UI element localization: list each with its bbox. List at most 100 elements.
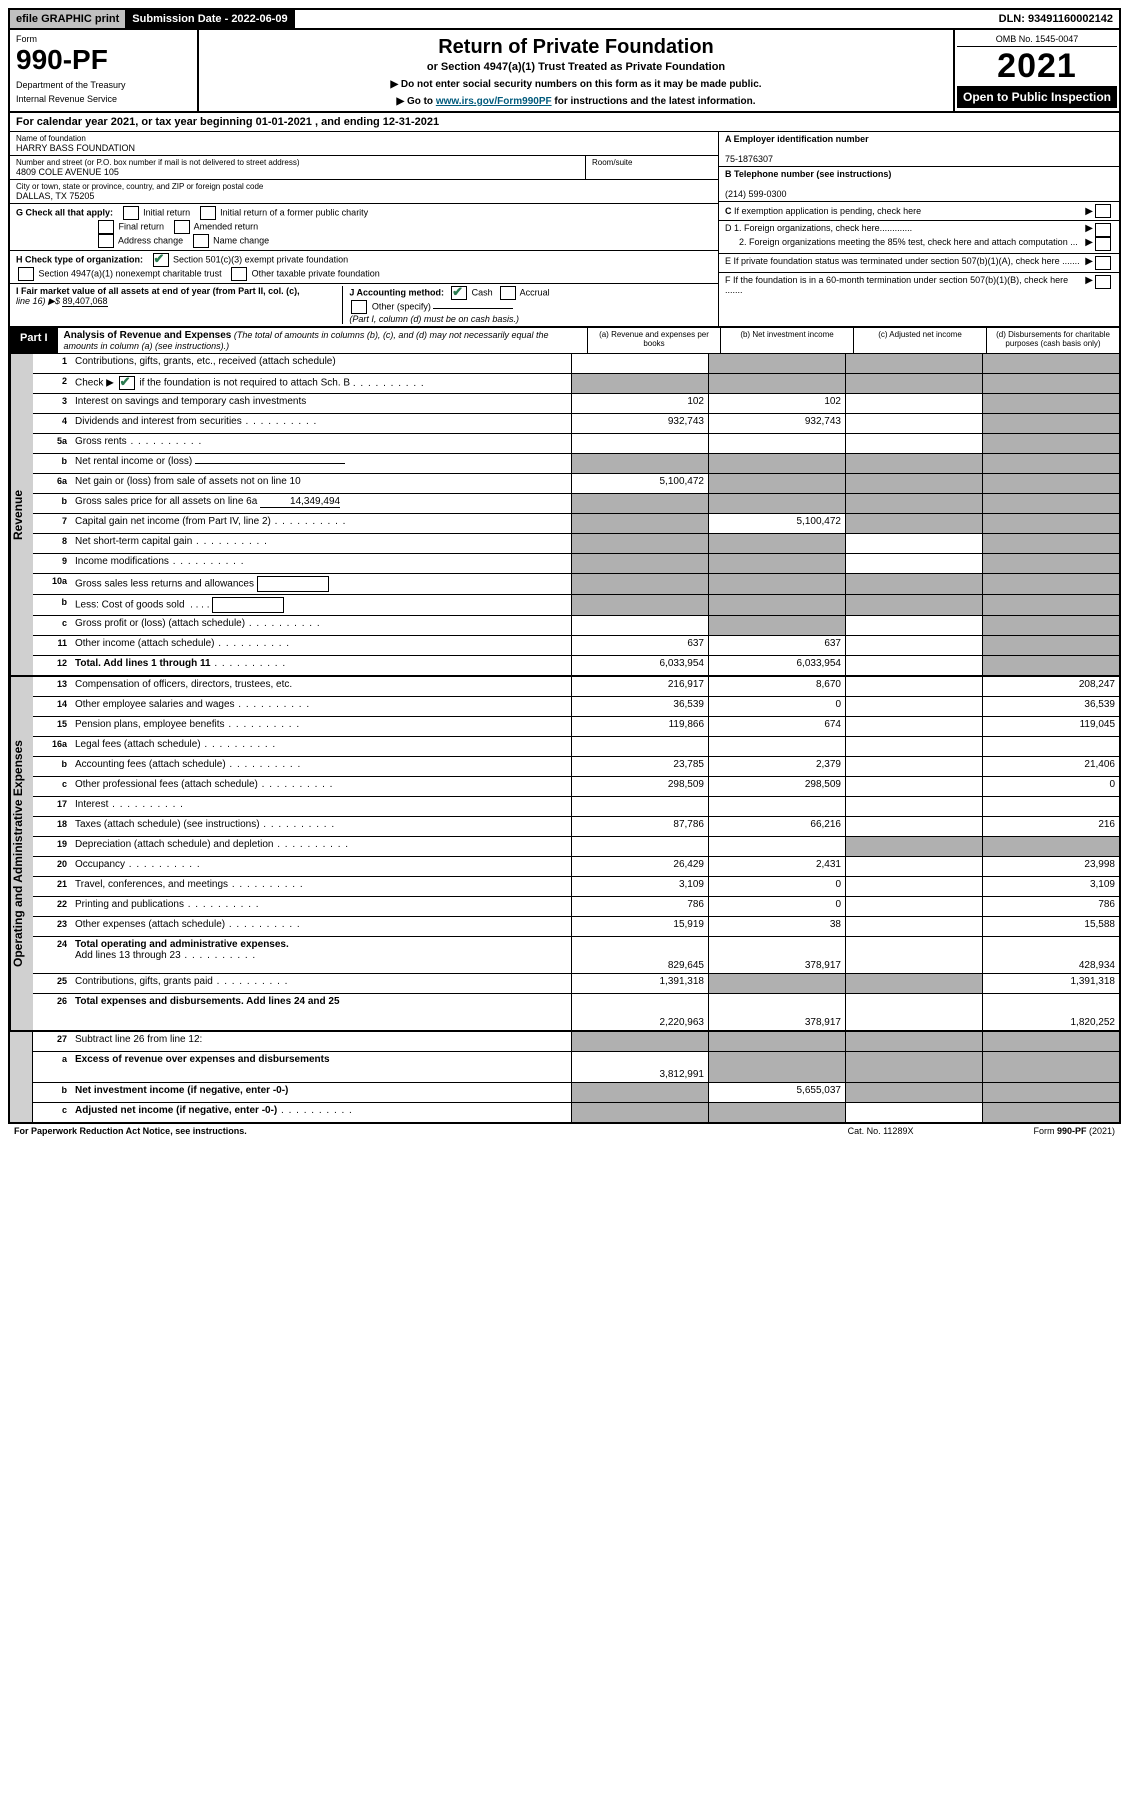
line5a-desc: Gross rents <box>71 434 571 453</box>
e-label: E If private foundation status was termi… <box>725 256 1085 270</box>
form-subtitle: or Section 4947(a)(1) Trust Treated as P… <box>203 61 949 73</box>
street-address: 4809 COLE AVENUE 105 <box>16 167 579 177</box>
line6b-desc: Gross sales price for all assets on line… <box>71 494 571 513</box>
line4-desc: Dividends and interest from securities <box>71 414 571 433</box>
line24-desc: Total operating and administrative expen… <box>71 937 571 973</box>
line22-desc: Printing and publications <box>71 897 571 916</box>
other-method-checkbox[interactable] <box>351 300 367 314</box>
tax-year: 2021 <box>957 47 1117 86</box>
revenue-table: Revenue 1Contributions, gifts, grants, e… <box>8 354 1121 677</box>
line15-desc: Pension plans, employee benefits <box>71 717 571 736</box>
line25-desc: Contributions, gifts, grants paid <box>71 974 571 993</box>
line12-desc: Total. Add lines 1 through 11 <box>71 656 571 675</box>
city-state-zip: DALLAS, TX 75205 <box>16 191 712 201</box>
dln: DLN: 93491160002142 <box>993 10 1119 28</box>
j-note: (Part I, column (d) must be on cash basi… <box>349 314 519 324</box>
final-return-checkbox[interactable] <box>98 220 114 234</box>
line23-desc: Other expenses (attach schedule) <box>71 917 571 936</box>
line26-desc: Total expenses and disbursements. Add li… <box>71 994 571 1030</box>
part1-header: Part I Analysis of Revenue and Expenses … <box>8 327 1121 354</box>
name-change-checkbox[interactable] <box>193 234 209 248</box>
omb-number: OMB No. 1545-0047 <box>957 32 1117 47</box>
e-checkbox[interactable] <box>1095 256 1111 270</box>
city-label: City or town, state or province, country… <box>16 182 712 191</box>
foundation-name: HARRY BASS FOUNDATION <box>16 143 712 153</box>
form-label: Form <box>16 34 191 44</box>
line6a-desc: Net gain or (loss) from sale of assets n… <box>71 474 571 493</box>
initial-return-checkbox[interactable] <box>123 206 139 220</box>
line21-desc: Travel, conferences, and meetings <box>71 877 571 896</box>
irs-label: Internal Revenue Service <box>16 94 191 104</box>
part1-tag: Part I <box>10 328 58 353</box>
form-header: Form 990-PF Department of the Treasury I… <box>8 30 1121 113</box>
ein-label: A Employer identification number <box>725 134 869 144</box>
phone-label: B Telephone number (see instructions) <box>725 169 891 179</box>
room-label: Room/suite <box>592 158 712 167</box>
paperwork-notice: For Paperwork Reduction Act Notice, see … <box>14 1126 247 1136</box>
blank-tab <box>10 1032 33 1122</box>
calendar-year-line: For calendar year 2021, or tax year begi… <box>8 113 1121 132</box>
c-checkbox[interactable] <box>1095 204 1111 218</box>
line27-table: 27Subtract line 26 from line 12: aExcess… <box>8 1032 1121 1124</box>
line8-desc: Net short-term capital gain <box>71 534 571 553</box>
form-ref: Form 990-PF (2021) <box>1033 1126 1115 1136</box>
501c3-checkbox[interactable] <box>153 253 169 267</box>
fmv-value: 89,407,068 <box>62 296 107 307</box>
line27c-desc: Adjusted net income (if negative, enter … <box>71 1103 571 1122</box>
line27b-desc: Net investment income (if negative, ente… <box>71 1083 571 1102</box>
name-label: Name of foundation <box>16 134 712 143</box>
addr-label: Number and street (or P.O. box number if… <box>16 158 579 167</box>
line5b-desc: Net rental income or (loss) <box>71 454 571 473</box>
initial-return-former-checkbox[interactable] <box>200 206 216 220</box>
top-bar: efile GRAPHIC print Submission Date - 20… <box>8 8 1121 30</box>
line10c-desc: Gross profit or (loss) (attach schedule) <box>71 616 571 635</box>
ein-value: 75-1876307 <box>725 154 773 164</box>
line18-desc: Taxes (attach schedule) (see instruction… <box>71 817 571 836</box>
line17-desc: Interest <box>71 797 571 816</box>
phone-value: (214) 599-0300 <box>725 189 787 199</box>
page-footer: For Paperwork Reduction Act Notice, see … <box>8 1124 1121 1138</box>
line27a-desc: Excess of revenue over expenses and disb… <box>71 1052 571 1082</box>
col-c-head: (c) Adjusted net income <box>853 328 986 353</box>
accrual-checkbox[interactable] <box>500 286 516 300</box>
line11-desc: Other income (attach schedule) <box>71 636 571 655</box>
f-checkbox[interactable] <box>1095 275 1111 289</box>
line19-desc: Depreciation (attach schedule) and deple… <box>71 837 571 856</box>
other-taxable-checkbox[interactable] <box>231 267 247 281</box>
dept-treasury: Department of the Treasury <box>16 80 191 90</box>
line10b-desc: Less: Cost of goods sold . . . . <box>71 595 571 615</box>
revenue-tab: Revenue <box>10 354 33 675</box>
line1-desc: Contributions, gifts, grants, etc., rece… <box>71 354 571 373</box>
form990pf-link[interactable]: www.irs.gov/Form990PF <box>436 96 552 107</box>
line2-desc: Check ▶ if the foundation is not require… <box>71 374 571 393</box>
schb-checkbox[interactable] <box>119 376 135 390</box>
submission-date: Submission Date - 2022-06-09 <box>126 10 294 28</box>
cat-no: Cat. No. 11289X <box>848 1126 914 1136</box>
d1-label: D 1. Foreign organizations, check here..… <box>725 223 1085 237</box>
h-check-row: H Check type of organization: Section 50… <box>10 251 718 284</box>
line16a-desc: Legal fees (attach schedule) <box>71 737 571 756</box>
address-change-checkbox[interactable] <box>98 234 114 248</box>
expenses-tab: Operating and Administrative Expenses <box>10 677 33 1030</box>
entity-block: Name of foundation HARRY BASS FOUNDATION… <box>8 132 1121 327</box>
note-link: ▶ Go to www.irs.gov/Form990PF for instru… <box>203 96 949 107</box>
cash-checkbox[interactable] <box>451 286 467 300</box>
g-check-row: G Check all that apply: Initial return I… <box>10 204 718 251</box>
note-ssn: ▶ Do not enter social security numbers o… <box>203 79 949 90</box>
efile-label: efile GRAPHIC print <box>10 10 126 28</box>
line13-desc: Compensation of officers, directors, tru… <box>71 677 571 696</box>
col-d-head: (d) Disbursements for charitable purpose… <box>986 328 1119 353</box>
d1-checkbox[interactable] <box>1095 223 1111 237</box>
open-public-inspection: Open to Public Inspection <box>957 86 1117 108</box>
4947a1-checkbox[interactable] <box>18 267 34 281</box>
line9-desc: Income modifications <box>71 554 571 573</box>
part1-title: Analysis of Revenue and Expenses <box>64 330 232 341</box>
line3-desc: Interest on savings and temporary cash i… <box>71 394 571 413</box>
i-label: I Fair market value of all assets at end… <box>16 286 300 296</box>
line16c-desc: Other professional fees (attach schedule… <box>71 777 571 796</box>
amended-return-checkbox[interactable] <box>174 220 190 234</box>
line27-desc: Subtract line 26 from line 12: <box>71 1032 571 1051</box>
line7-desc: Capital gain net income (from Part IV, l… <box>71 514 571 533</box>
form-number: 990-PF <box>16 44 191 76</box>
d2-checkbox[interactable] <box>1095 237 1111 251</box>
